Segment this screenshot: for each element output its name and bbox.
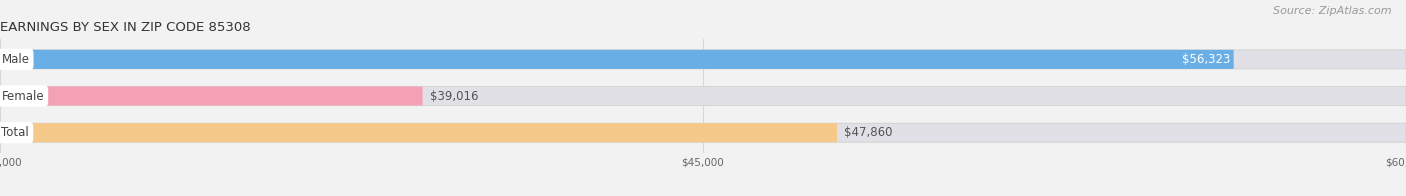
Text: Male: Male — [1, 53, 30, 66]
FancyBboxPatch shape — [0, 123, 837, 142]
Text: Female: Female — [1, 90, 44, 103]
FancyBboxPatch shape — [0, 86, 1406, 106]
Text: $47,860: $47,860 — [844, 126, 893, 139]
Text: $39,016: $39,016 — [430, 90, 478, 103]
FancyBboxPatch shape — [0, 123, 1406, 142]
Text: Total: Total — [1, 126, 30, 139]
FancyBboxPatch shape — [0, 50, 1233, 69]
Text: EARNINGS BY SEX IN ZIP CODE 85308: EARNINGS BY SEX IN ZIP CODE 85308 — [0, 21, 250, 34]
FancyBboxPatch shape — [0, 86, 423, 106]
Text: Source: ZipAtlas.com: Source: ZipAtlas.com — [1274, 6, 1392, 16]
Text: $56,323: $56,323 — [1182, 53, 1230, 66]
FancyBboxPatch shape — [0, 50, 1406, 69]
